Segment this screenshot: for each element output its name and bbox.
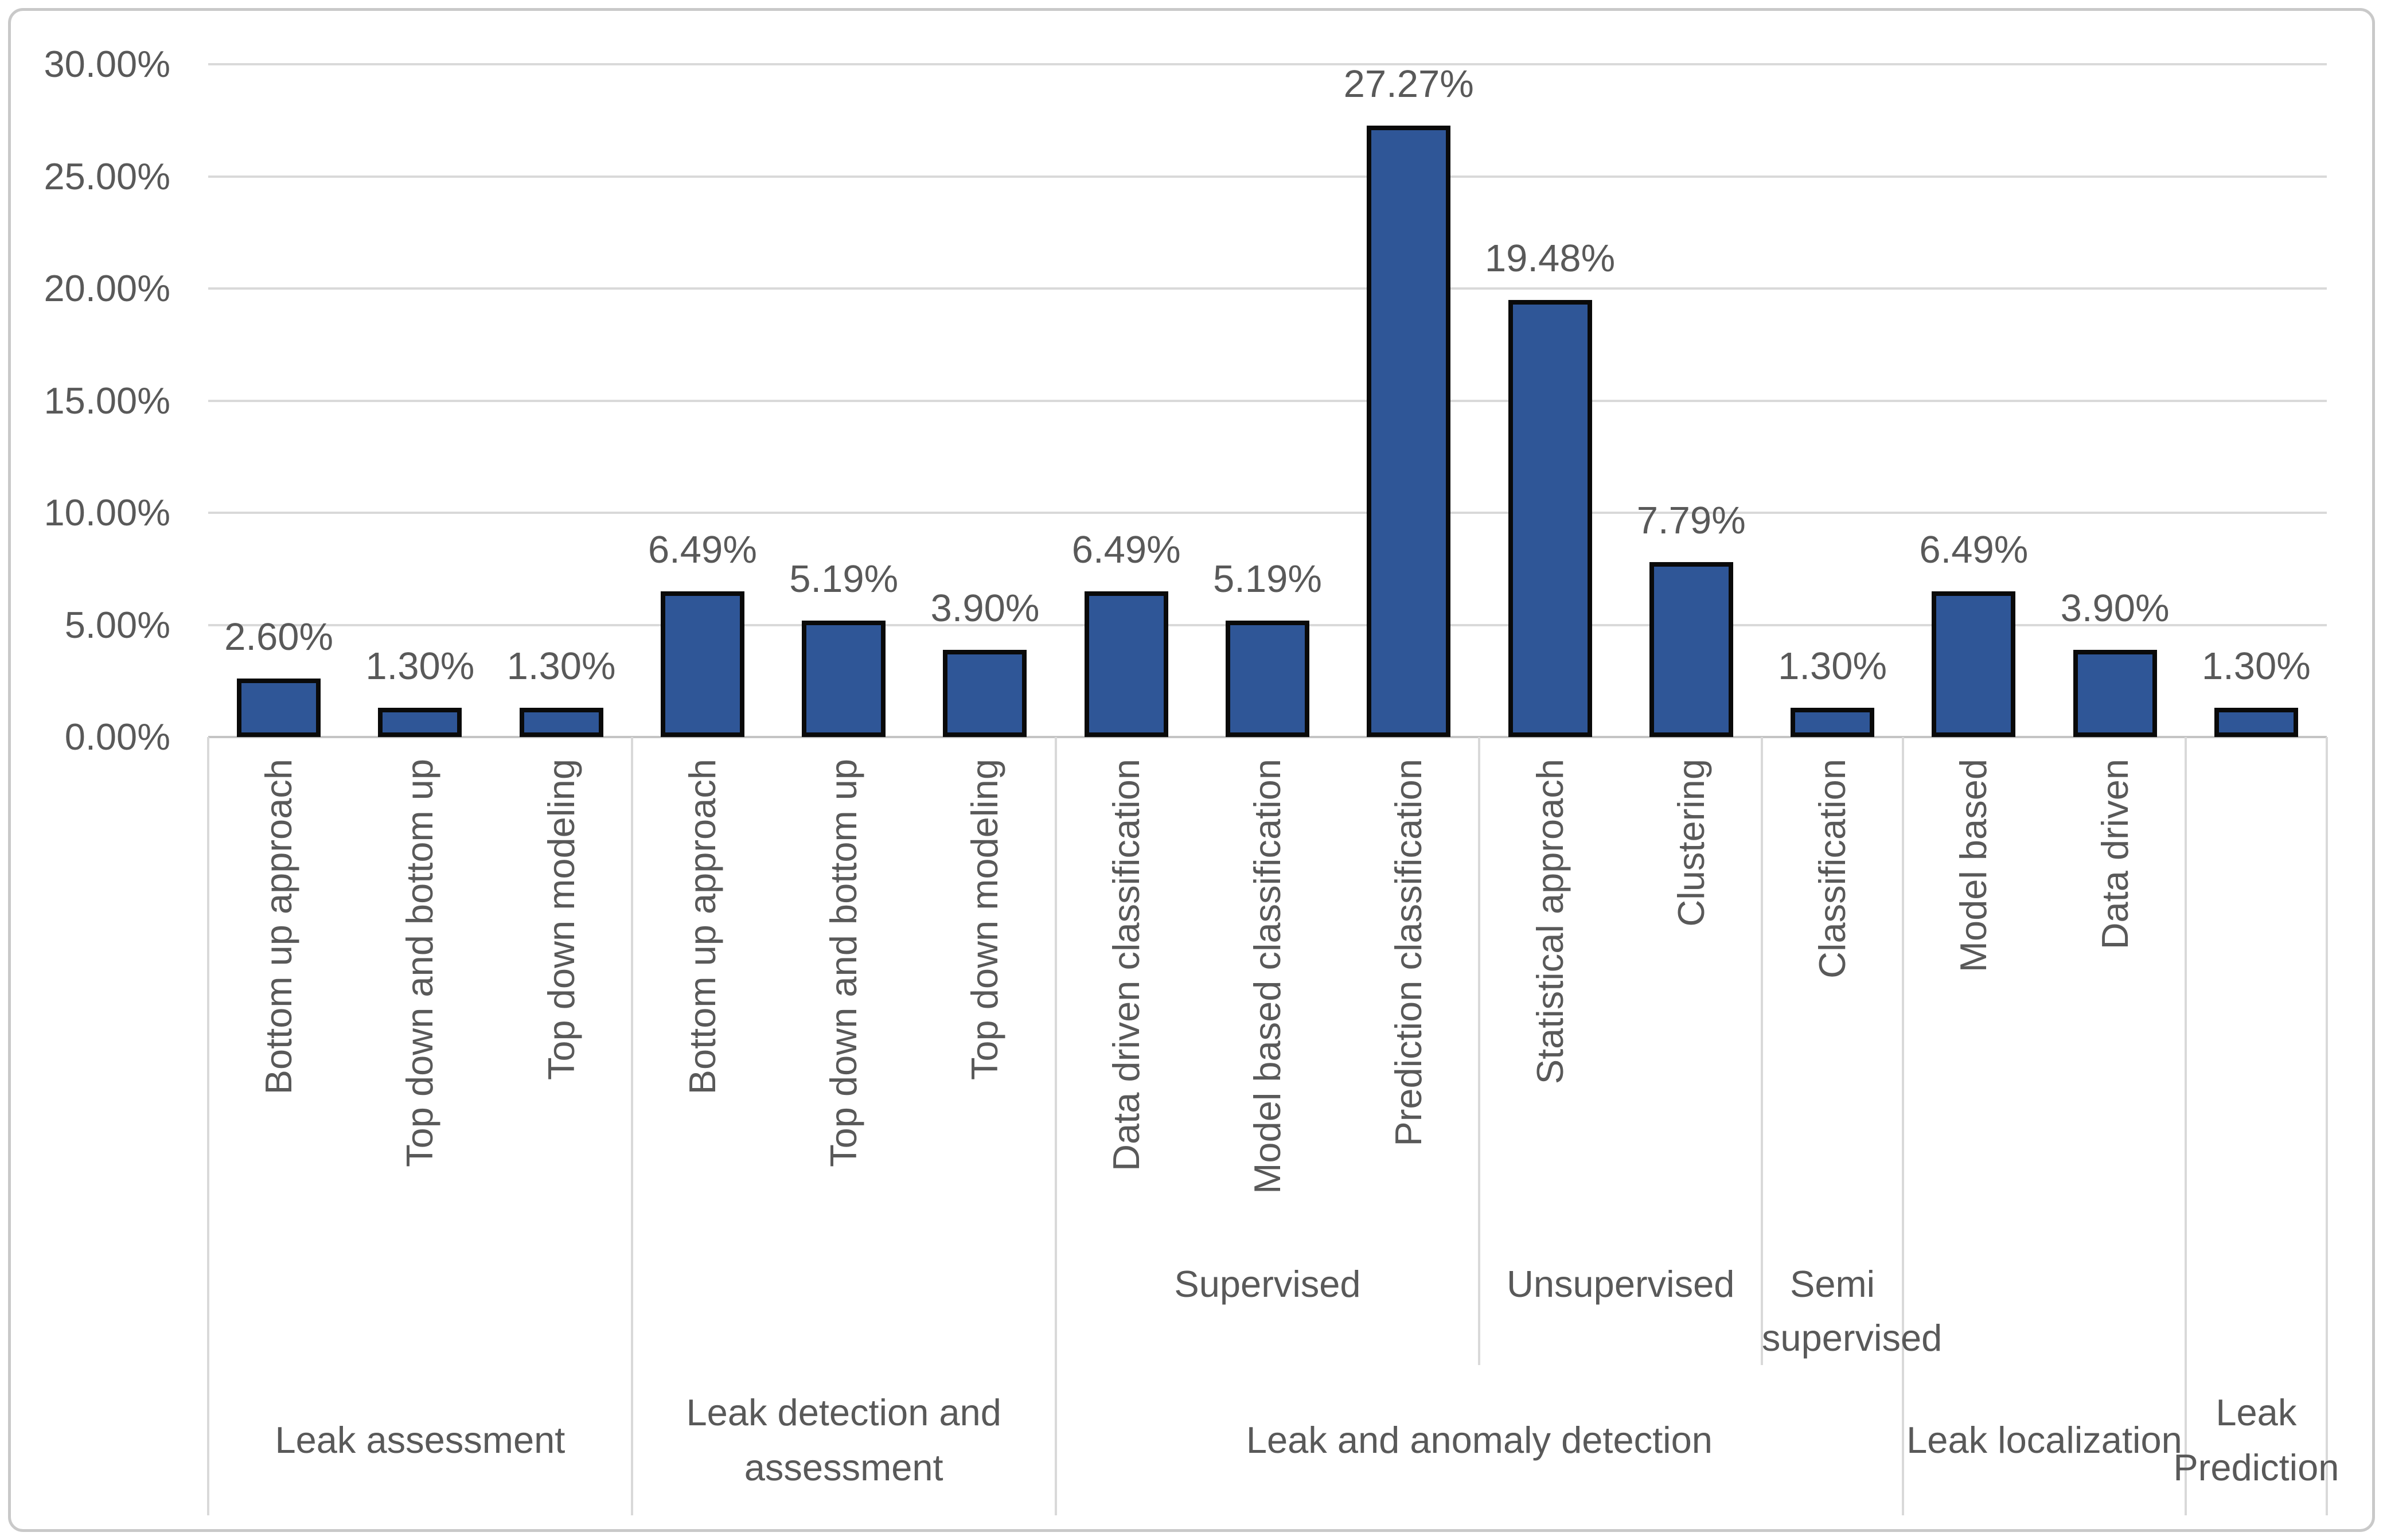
x-axis-line	[208, 736, 2327, 738]
bar-data-label: 3.90%	[930, 586, 1040, 630]
group-label: Leak localization	[1906, 1419, 2182, 1461]
gridline	[208, 63, 2327, 65]
category-group-divider	[1902, 737, 1905, 1515]
y-axis-tick-label: 20.00%	[44, 267, 170, 309]
x-axis-category-label: Classification	[1811, 759, 1854, 978]
gridline	[208, 287, 2327, 290]
bar-data-label: 6.49%	[648, 528, 757, 572]
subgroup-divider	[1478, 737, 1481, 1365]
bar-data-label: 1.30%	[506, 645, 616, 688]
bar-data-label: 1.30%	[365, 645, 475, 688]
bar-data-label: 6.49%	[1919, 528, 2029, 572]
bar	[660, 591, 744, 737]
bar	[378, 708, 462, 737]
x-axis-category-label: Top down modeling	[540, 759, 582, 1081]
bar-data-label: 3.90%	[2060, 586, 2170, 630]
subgroup-label: Supervised	[1174, 1263, 1361, 1305]
bar-data-label: 1.30%	[1778, 645, 1887, 688]
bar	[1932, 591, 2016, 737]
bar	[2073, 649, 2157, 737]
bar	[519, 708, 603, 737]
x-axis-category-label: Bottom up approach	[258, 759, 300, 1095]
x-axis-category-label: Top down and bottom up	[399, 759, 441, 1167]
gridline	[208, 175, 2327, 178]
bar	[1367, 125, 1451, 737]
x-axis-category-label: Clustering	[1670, 759, 1712, 927]
bar-data-label: 5.19%	[789, 557, 899, 601]
chart-border	[8, 8, 2375, 1532]
y-axis-tick-label: 10.00%	[44, 492, 170, 533]
y-axis-tick-label: 15.00%	[44, 379, 170, 422]
bar	[1649, 562, 1733, 737]
x-axis-category-label: Data driven	[2093, 759, 2136, 950]
subgroup-label: Unsupervised	[1506, 1263, 1735, 1305]
gridline	[208, 512, 2327, 514]
bar	[802, 621, 886, 737]
y-axis-tick-label: 5.00%	[64, 603, 170, 646]
bar	[1084, 591, 1168, 737]
x-axis-category-label: Top down and bottom up	[822, 759, 865, 1167]
y-axis-tick-label: 25.00%	[44, 155, 170, 197]
group-label: Leak and anomaly detection	[1246, 1419, 1713, 1461]
subgroup-divider	[1760, 737, 1763, 1365]
x-axis-category-label: Statistical approach	[1528, 759, 1571, 1085]
gridline	[208, 399, 2327, 402]
x-axis-category-label: Bottom up approach	[681, 759, 723, 1095]
x-axis-category-label: Data driven classification	[1105, 759, 1147, 1171]
bar	[943, 649, 1027, 737]
bar-data-label: 1.30%	[2201, 645, 2311, 688]
x-axis-category-label: Top down modeling	[964, 759, 1006, 1081]
category-group-divider	[630, 737, 633, 1515]
category-group-divider	[2326, 737, 2328, 1515]
x-axis-category-label: Model based classification	[1246, 759, 1288, 1194]
x-axis-category-label: Model based	[1952, 759, 1995, 973]
bar	[1508, 300, 1592, 737]
bar	[1791, 708, 1875, 737]
bar-data-label: 19.48%	[1484, 237, 1616, 280]
y-axis-tick-label: 0.00%	[64, 716, 170, 758]
group-label: Leak Prediction	[2173, 1391, 2339, 1488]
x-axis-category-label: Prediction classification	[1387, 759, 1430, 1147]
category-group-divider	[1054, 737, 1057, 1515]
category-group-divider	[2184, 737, 2187, 1515]
bar-data-label: 2.60%	[224, 615, 334, 659]
bar-data-label: 5.19%	[1213, 557, 1322, 601]
y-axis-tick-label: 30.00%	[44, 43, 170, 85]
bar	[237, 679, 321, 737]
category-group-divider	[207, 737, 209, 1515]
bar	[1226, 621, 1309, 737]
bar-data-label: 7.79%	[1636, 499, 1746, 543]
group-label: Leak assessment	[275, 1419, 565, 1461]
group-label: Leak detection and assessment	[686, 1391, 1001, 1488]
bar-data-label: 27.27%	[1343, 62, 1474, 106]
bar-data-label: 6.49%	[1071, 528, 1181, 572]
subgroup-label: Semi supervised	[1761, 1263, 1943, 1359]
bar	[2214, 708, 2298, 737]
